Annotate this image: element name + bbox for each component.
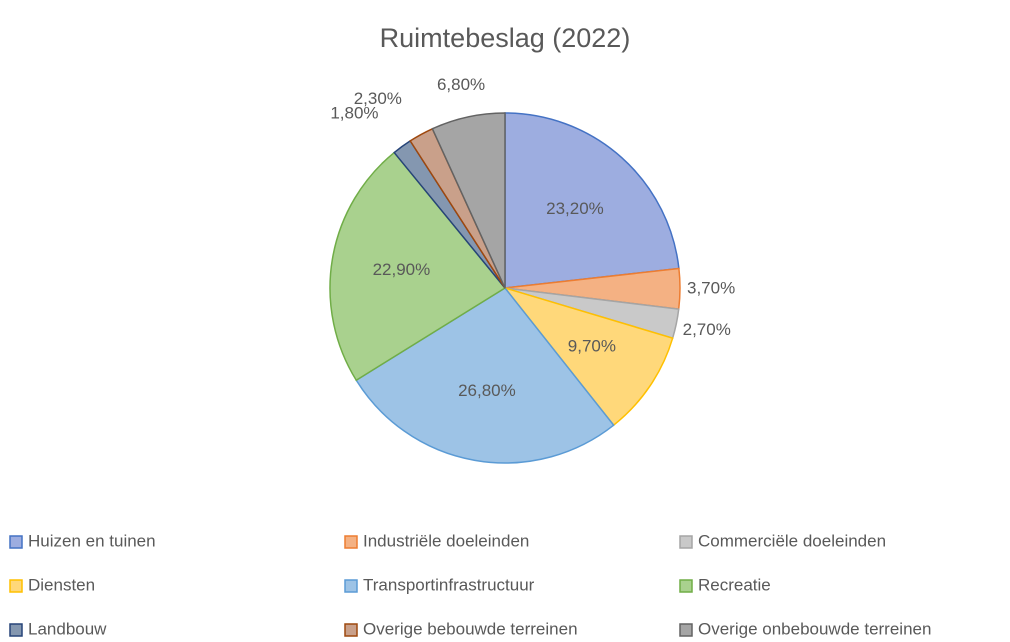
legend-swatch bbox=[679, 623, 693, 637]
data-label: 23,20% bbox=[546, 199, 604, 218]
pie-slice bbox=[329, 151, 507, 382]
legend-label: Huizen en tuinen bbox=[28, 531, 156, 550]
data-label: 1,80% bbox=[330, 104, 378, 123]
legend-label: Overige onbebouwde terreinen bbox=[698, 619, 931, 638]
data-label: 6,80% bbox=[437, 75, 485, 94]
legend-label: Landbouw bbox=[28, 619, 107, 638]
data-label: 2,70% bbox=[683, 320, 731, 339]
legend-swatch bbox=[344, 535, 358, 549]
data-label: 26,80% bbox=[458, 381, 516, 400]
pie-slice bbox=[355, 287, 615, 464]
legend-label: Diensten bbox=[28, 575, 95, 594]
pie-slice bbox=[431, 112, 506, 289]
pie-slice bbox=[502, 286, 674, 427]
data-label: 9,70% bbox=[568, 336, 616, 355]
legend-swatch bbox=[9, 579, 23, 593]
legend-swatch bbox=[679, 579, 693, 593]
data-label: 3,70% bbox=[687, 278, 735, 297]
legend-swatch bbox=[679, 535, 693, 549]
legend-swatch bbox=[9, 535, 23, 549]
pie-slice bbox=[504, 112, 680, 289]
legend-label: Commerciële doeleinden bbox=[698, 531, 886, 550]
chart-title: Ruimtebeslag (2022) bbox=[380, 23, 631, 53]
legend-swatch bbox=[9, 623, 23, 637]
data-label: 2,30% bbox=[354, 89, 402, 108]
data-label: 22,90% bbox=[373, 260, 431, 279]
legend-label: Recreatie bbox=[698, 575, 771, 594]
legend-swatch bbox=[344, 623, 358, 637]
legend-label: Transportinfrastructuur bbox=[363, 575, 535, 594]
legend-label: Overige bebouwde terreinen bbox=[363, 619, 578, 638]
legend-label: Industriële doeleinden bbox=[363, 531, 529, 550]
legend-swatch bbox=[344, 579, 358, 593]
